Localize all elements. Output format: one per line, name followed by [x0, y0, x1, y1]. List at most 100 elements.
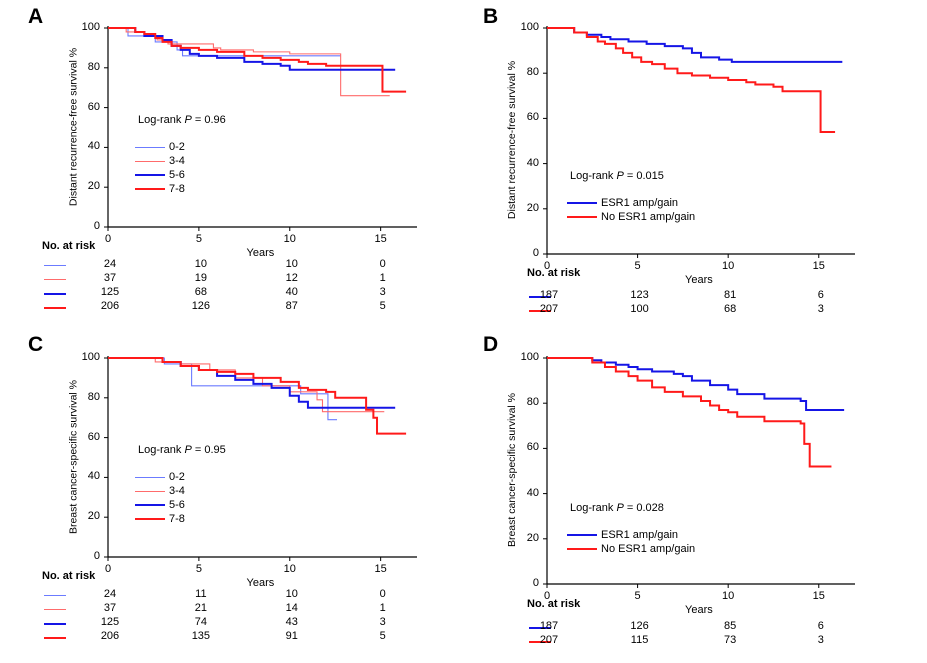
legend-label: 7-8 [169, 183, 185, 195]
y-tick-label: 100 [81, 351, 100, 363]
logrank-value: = 0.96 [191, 114, 226, 126]
legend-swatch [135, 490, 165, 492]
risk-count: 3 [379, 286, 386, 298]
legend-swatch [135, 146, 165, 148]
risk-count: 135 [191, 630, 211, 642]
risk-row-swatch [44, 623, 66, 625]
legend-entry: 0-2 [135, 140, 185, 154]
x-tick-label: 10 [283, 563, 296, 575]
y-axis-label: Distant recurrence-free survival % [506, 60, 518, 220]
x-tick-label: 15 [812, 260, 825, 272]
survival-curve-2 [108, 357, 385, 413]
km-plot-area [543, 26, 855, 258]
risk-count: 207 [539, 634, 559, 646]
legend-swatch [135, 518, 165, 520]
logrank-prefix: Log-rank [138, 114, 185, 126]
legend-label: ESR1 amp/gain [601, 197, 679, 209]
legend-label: 5-6 [169, 499, 185, 511]
risk-count: 40 [285, 286, 298, 298]
legend-entry: 7-8 [135, 182, 185, 196]
x-tick-label: 15 [812, 590, 825, 602]
legend-entry: 3-4 [135, 484, 185, 498]
risk-count: 10 [285, 258, 298, 270]
panel-letter: A [28, 5, 44, 28]
x-axis-label: Years [685, 274, 713, 286]
risk-table-title: No. at risk [42, 570, 96, 582]
risk-count: 68 [724, 303, 737, 315]
panel-letter: D [483, 333, 499, 356]
logrank-prefix: Log-rank [570, 502, 617, 514]
x-axis-label: Years [685, 604, 713, 616]
risk-count: 11 [195, 588, 207, 600]
risk-count: 14 [285, 602, 298, 614]
legend-entry: 5-6 [135, 498, 185, 512]
risk-count: 5 [379, 300, 386, 312]
y-tick-label: 0 [532, 247, 539, 259]
risk-count: 24 [103, 588, 117, 600]
risk-count: 1 [379, 272, 386, 284]
risk-count: 10 [285, 588, 298, 600]
risk-table-title: No. at risk [42, 240, 96, 252]
risk-row-swatch [44, 279, 66, 280]
risk-count: 12 [285, 272, 298, 284]
legend-label: 0-2 [169, 141, 185, 153]
x-tick-label: 0 [104, 233, 112, 245]
risk-count: 73 [724, 634, 737, 646]
km-plot-area [104, 26, 417, 231]
risk-count: 3 [817, 634, 824, 646]
x-tick-label: 5 [195, 233, 202, 245]
survival-curve-2 [547, 357, 832, 468]
survival-curve-4 [108, 27, 407, 93]
risk-count: 24 [103, 258, 117, 270]
risk-count: 37 [103, 272, 117, 284]
x-tick-label: 5 [195, 563, 202, 575]
legend-entry: 3-4 [135, 154, 185, 168]
x-tick-label: 10 [283, 233, 296, 245]
logrank-value: = 0.015 [623, 170, 664, 182]
y-tick-label: 80 [87, 60, 100, 73]
x-axis-label: Years [246, 577, 275, 589]
legend-entry: 7-8 [135, 512, 185, 526]
y-tick-label: 0 [93, 550, 100, 562]
legend-entry: No ESR1 amp/gain [567, 542, 695, 556]
y-tick-label: 40 [87, 470, 100, 483]
risk-row-swatch [529, 627, 551, 629]
risk-count: 100 [630, 303, 649, 315]
panel-a: A 0 20 40 60 80 100 0 5 10 15 Years Distant recurre… [0, 0, 460, 330]
legend-swatch [567, 202, 597, 204]
legend-swatch [567, 548, 597, 550]
legend-entry: ESR1 amp/gain [567, 196, 695, 210]
risk-count: 115 [630, 634, 649, 646]
km-plot-area [543, 356, 855, 588]
risk-count: 187 [539, 620, 559, 632]
y-tick-label: 20 [526, 201, 539, 214]
panel-letter: B [483, 5, 499, 28]
y-axis-label: Breast cancer-specific survival % [67, 379, 79, 534]
y-tick-label: 40 [526, 156, 539, 169]
risk-count: 19 [194, 272, 207, 284]
x-tick-label: 5 [634, 260, 641, 272]
legend-entry: ESR1 amp/gain [567, 528, 695, 542]
risk-count: 85 [724, 620, 737, 632]
legend-swatch [135, 188, 165, 190]
risk-count: 3 [817, 303, 824, 315]
legend-entry: 0-2 [135, 470, 185, 484]
risk-count: 6 [817, 289, 824, 301]
legend-label: 5-6 [169, 169, 185, 181]
risk-row-swatch [529, 296, 551, 298]
y-tick-label: 60 [87, 100, 100, 113]
survival-curve-1 [547, 357, 845, 411]
x-tick-label: 15 [374, 233, 387, 245]
risk-count: 123 [630, 289, 649, 301]
y-tick-label: 40 [87, 140, 100, 153]
km-plot-area [104, 356, 417, 561]
y-tick-label: 40 [526, 486, 539, 499]
risk-row-swatch [529, 641, 551, 643]
logrank-value: = 0.95 [191, 444, 226, 456]
risk-count: 0 [379, 588, 386, 600]
risk-row-swatch [44, 293, 66, 295]
risk-count: 87 [285, 300, 298, 312]
risk-count: 207 [539, 303, 559, 315]
risk-count: 10 [194, 258, 207, 270]
legend-swatch [135, 160, 165, 162]
